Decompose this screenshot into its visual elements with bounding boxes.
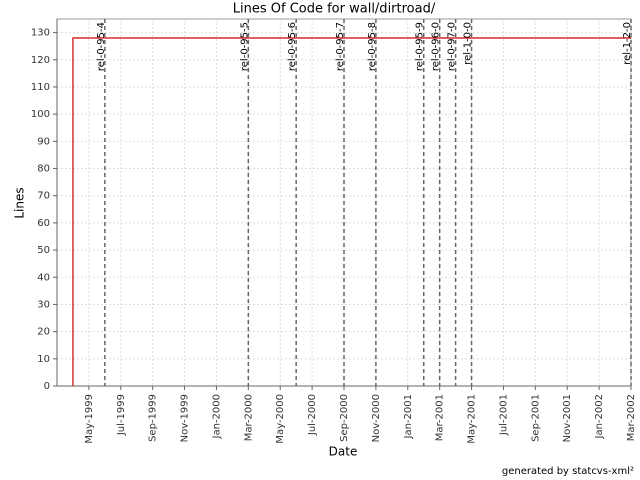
x-tick-label: Jan-2002 [594, 394, 605, 439]
release-label: rel-1-0-0 [463, 22, 474, 65]
release-label: rel-1-2-0 [622, 22, 633, 65]
release-label: rel-0-95-6 [287, 22, 298, 71]
x-tick-label: Sep-2001 [530, 394, 541, 442]
release-label: rel-0-95-8 [367, 22, 378, 71]
release-label: rel-0-95-5 [239, 22, 250, 71]
x-tick-label: Sep-2000 [339, 394, 350, 442]
data-line [72, 37, 631, 386]
x-tick-label: Nov-1999 [180, 394, 191, 442]
x-tick-label: May-1999 [84, 394, 95, 444]
y-tick-label: 0 [44, 381, 50, 392]
y-tick-label: 10 [37, 354, 50, 365]
y-axis-label: Lines [13, 187, 27, 218]
y-tick-label: 40 [37, 272, 50, 283]
y-tick-label: 20 [37, 327, 50, 338]
x-tick-label: May-2001 [467, 394, 478, 444]
x-tick-label: Jan-2000 [211, 394, 222, 439]
x-tick-label: Jul-1999 [116, 394, 127, 436]
x-tick-label: Nov-2001 [562, 394, 573, 442]
release-label: rel-0-95-4 [96, 22, 107, 71]
release-label: rel-0-95-9 [415, 22, 426, 71]
y-tick-label: 90 [37, 136, 50, 147]
release-label: rel-0-96-0 [431, 22, 442, 71]
y-tick-label: 110 [31, 82, 50, 93]
x-tick-label: Jul-2001 [498, 394, 509, 436]
release-label: rel-0-95-7 [335, 22, 346, 71]
x-tick-label: Jan-2001 [403, 394, 414, 439]
x-tick-label: May-2000 [275, 394, 286, 444]
chart-title: Lines Of Code for wall/dirtroad/ [233, 2, 436, 17]
y-tick-label: 30 [37, 299, 50, 310]
release-label: rel-0-97-0 [447, 22, 458, 71]
x-tick-label: Jul-2000 [307, 394, 318, 436]
y-tick-label: 120 [31, 55, 50, 66]
y-tick-label: 70 [37, 191, 50, 202]
y-tick-label: 80 [37, 164, 50, 175]
y-tick-label: 130 [31, 28, 50, 39]
x-tick-label: Mar-2001 [435, 394, 446, 441]
x-tick-label: Nov-2000 [371, 394, 382, 442]
y-tick-label: 100 [31, 109, 50, 120]
y-tick-label: 50 [37, 245, 50, 256]
x-tick-label: Sep-1999 [148, 394, 159, 442]
x-tick-label: Mar-2000 [243, 394, 254, 441]
y-tick-label: 60 [37, 218, 50, 229]
x-tick-label: Mar-2002 [626, 394, 637, 441]
x-axis-label: Date [329, 445, 358, 459]
footer: generated by statcvs-xml² [502, 466, 634, 477]
